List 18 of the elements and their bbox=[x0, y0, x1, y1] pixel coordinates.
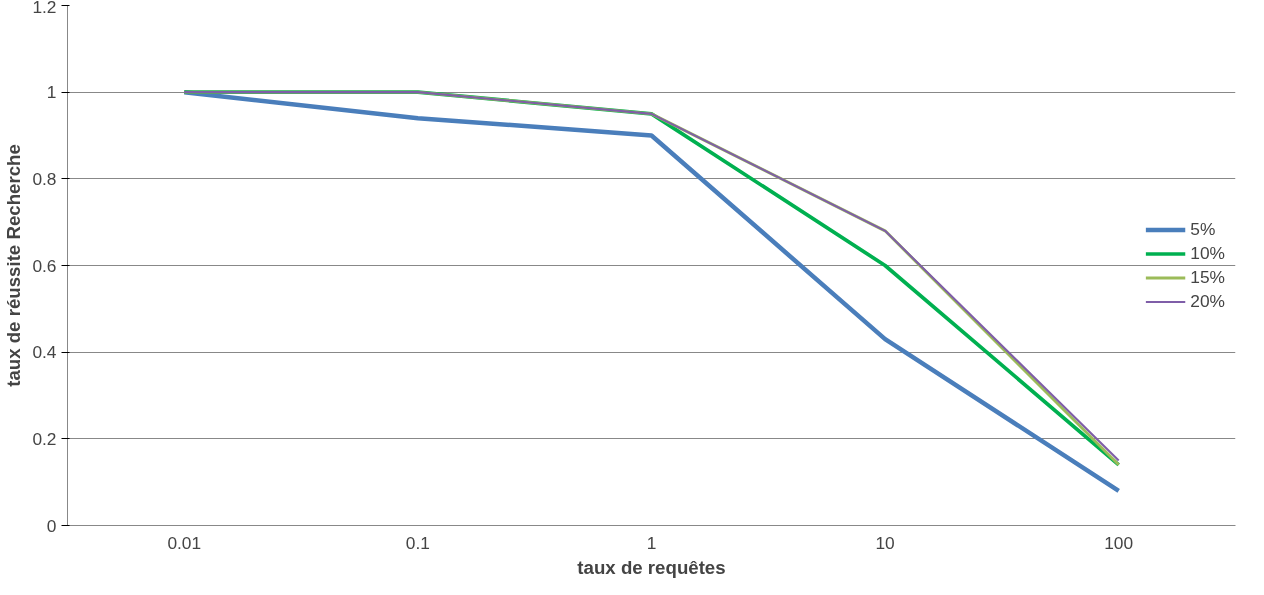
y-tick-label: 0.2 bbox=[32, 428, 57, 449]
y-tick-label: 0.8 bbox=[32, 168, 57, 189]
legend-label: 20% bbox=[1190, 290, 1225, 312]
x-tick-label: 0.01 bbox=[167, 532, 202, 553]
y-tick-label: 1.2 bbox=[32, 0, 57, 17]
legend-label: 5% bbox=[1190, 218, 1216, 240]
y-tick-label: 0.6 bbox=[32, 255, 57, 276]
legend-label: 10% bbox=[1190, 242, 1225, 264]
x-axis-title: taux de requêtes bbox=[577, 556, 726, 578]
x-tick-label: 0.1 bbox=[405, 532, 430, 553]
y-tick-label: 0 bbox=[46, 515, 57, 536]
y-tick-label: 1 bbox=[46, 82, 57, 103]
x-tick-label: 10 bbox=[875, 532, 895, 553]
y-axis-title: taux de réussite Recherche bbox=[3, 144, 25, 387]
x-tick-label: 100 bbox=[1104, 532, 1134, 553]
legend-label: 15% bbox=[1190, 266, 1225, 288]
x-tick-label: 1 bbox=[646, 532, 657, 553]
y-tick-label: 0.4 bbox=[32, 342, 57, 363]
